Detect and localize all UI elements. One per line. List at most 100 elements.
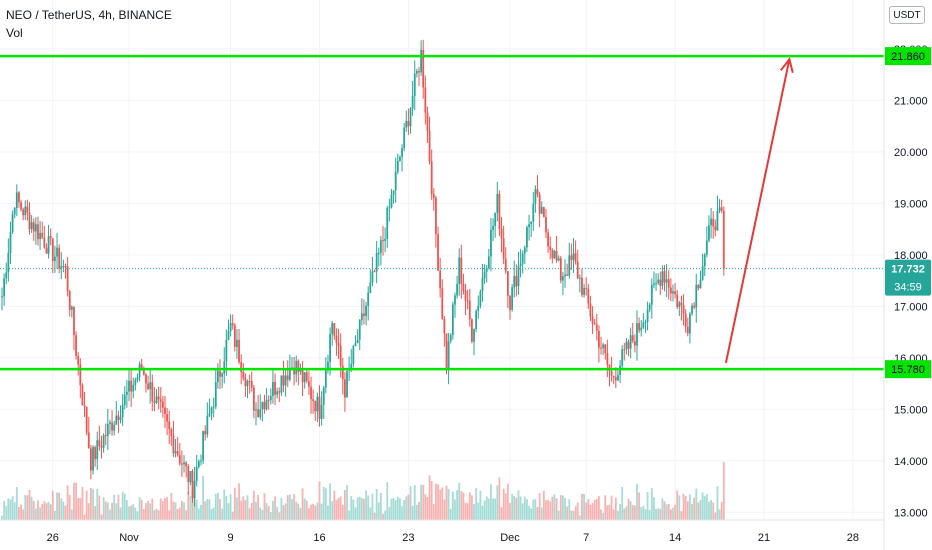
volume-bar (170, 493, 173, 520)
volume-bar (7, 498, 10, 520)
candle-body (269, 396, 272, 401)
candle-body (481, 278, 484, 292)
volume-bar (665, 504, 668, 520)
volume-bar (269, 511, 272, 520)
candle-body (286, 375, 289, 380)
candle-body (636, 323, 638, 346)
candle-body (344, 379, 346, 398)
candle-body (81, 385, 84, 406)
candle-body (305, 372, 308, 382)
candle-body (555, 250, 558, 261)
candle-body (60, 266, 63, 269)
volume-bar (619, 504, 621, 520)
candle-body (185, 462, 188, 467)
candle-body (3, 278, 6, 297)
volume-bar (515, 497, 518, 520)
candle-body (121, 404, 124, 418)
candle-body (1, 296, 3, 298)
volume-bar (73, 482, 75, 520)
volume-bar (367, 495, 370, 520)
candle-body (250, 381, 253, 388)
candle-body (204, 430, 207, 435)
volume-bar (655, 509, 657, 520)
candle-body (371, 271, 374, 283)
candle-body (506, 271, 509, 296)
volume-bar (473, 503, 475, 520)
price-tick-label: 18.000 (894, 250, 928, 262)
volume-bar (208, 499, 211, 520)
volume-bar (443, 499, 446, 520)
volume-bar (352, 499, 355, 520)
candle-body (47, 236, 50, 254)
candle-body (379, 240, 382, 253)
volume-bar (60, 498, 63, 520)
candle-body (593, 323, 596, 325)
candle-body (545, 216, 547, 233)
candle-body (394, 171, 397, 191)
volume-bar (585, 502, 588, 520)
currency-button[interactable]: USDT (889, 6, 925, 24)
volume-bar (475, 488, 478, 520)
volume-bar (492, 498, 494, 520)
volume-bar (631, 505, 634, 520)
volume-bar (487, 498, 490, 520)
volume-bar (100, 514, 103, 520)
volume-bar (191, 487, 194, 520)
volume-bar (324, 488, 327, 520)
candle-body (617, 375, 619, 381)
candle-body (189, 471, 192, 483)
volume-bar (553, 494, 556, 520)
candle-body (623, 349, 626, 351)
candle-body (640, 327, 643, 331)
candle-body (659, 279, 662, 286)
candle-body (439, 270, 442, 289)
candle-body (633, 341, 636, 346)
candle-body (511, 287, 514, 310)
candle-body (699, 279, 702, 289)
volume-bar (638, 492, 641, 520)
volume-bar (178, 507, 181, 520)
volume-bar (297, 503, 300, 520)
volume-bar (401, 506, 403, 520)
volume-bar (701, 492, 704, 520)
volume-bar (261, 509, 264, 520)
volume-bar (337, 497, 340, 520)
volume-bar (219, 499, 221, 520)
volume-bar (371, 493, 374, 520)
resistance-price-label-bg (885, 47, 931, 66)
volume-bar (534, 498, 537, 520)
time-tick-label: Nov (119, 532, 139, 544)
volume-bar (43, 500, 46, 520)
volume-bar (181, 500, 183, 520)
candle-body (684, 313, 687, 327)
candle-body (350, 363, 353, 369)
volume-bar (413, 485, 416, 520)
volume-bar (187, 491, 190, 520)
candle-body (339, 345, 342, 366)
candle-body (443, 318, 446, 334)
volume-bar (263, 493, 266, 520)
volume-bar (644, 509, 647, 520)
volume-bar (231, 511, 234, 520)
candle-body (627, 341, 630, 349)
volume-bar (506, 483, 509, 520)
volume-bar (528, 506, 530, 520)
volume-bar (490, 484, 492, 520)
volume-bar (206, 499, 209, 520)
volume-bar (104, 501, 107, 520)
candle-body (30, 222, 33, 230)
volume-bar (523, 496, 526, 520)
volume-bar (119, 507, 122, 520)
candle-body (695, 284, 698, 308)
candle-body (331, 323, 334, 335)
candle-body (621, 349, 624, 366)
candle-body (70, 306, 73, 310)
candle-body (208, 413, 211, 416)
volume-bar (140, 499, 143, 520)
volume-bar (145, 503, 147, 520)
volume-bar (64, 505, 67, 520)
candle-body (625, 341, 628, 350)
time-axis: 26 Nov 9 16 23 Dec 7 14 21 28 (0, 519, 884, 544)
